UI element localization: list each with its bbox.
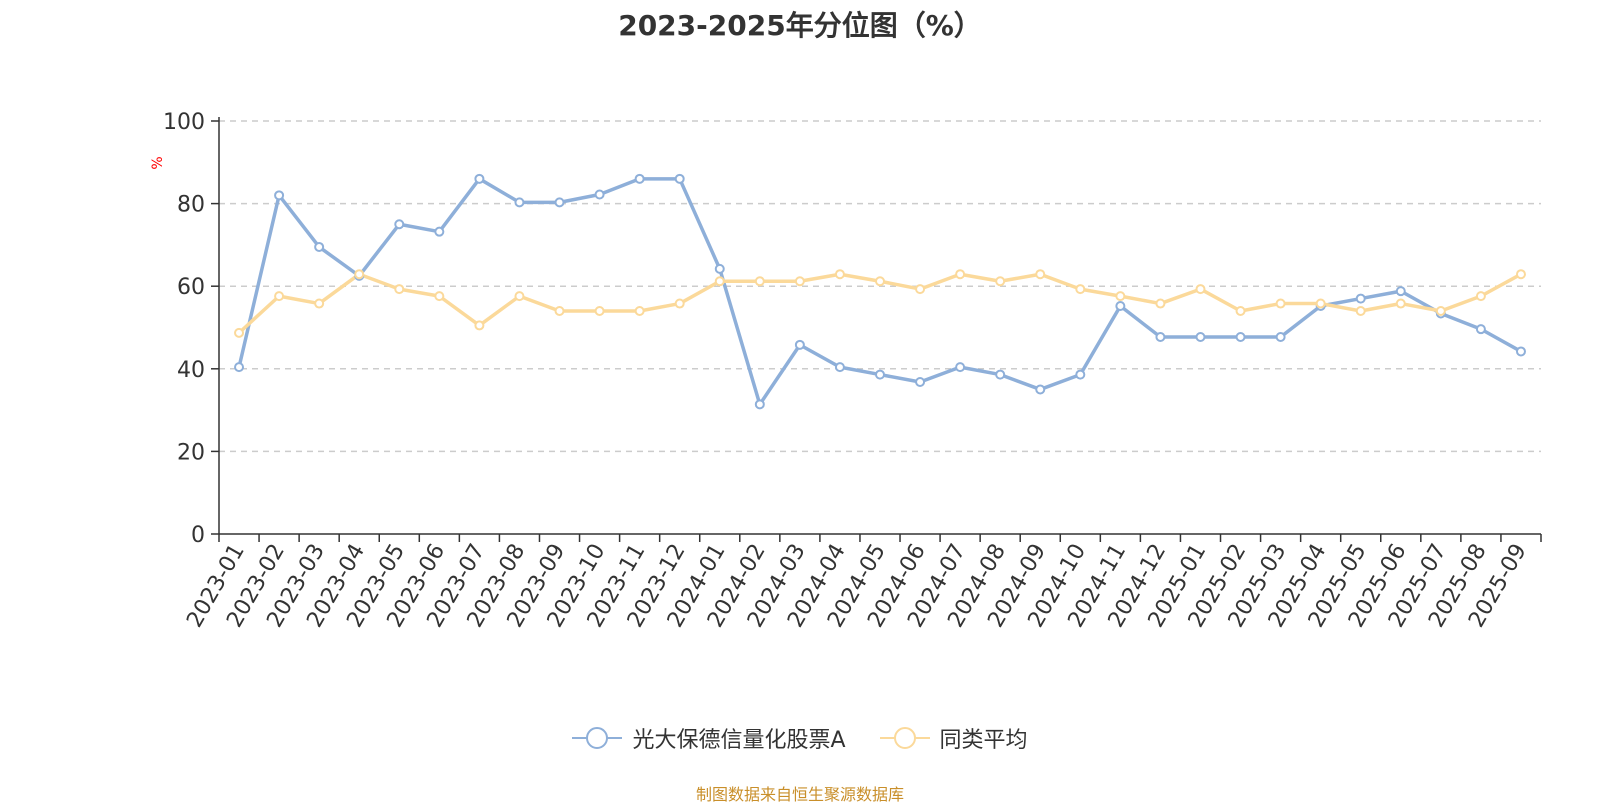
data-point-series-1: [554, 305, 565, 316]
data-point-series-0: [995, 369, 1006, 380]
data-source-note: 制图数据来自恒生聚源数据库: [695, 785, 904, 804]
data-point-series-0: [714, 263, 725, 274]
data-point-series-0: [1515, 346, 1526, 357]
data-point-series-1: [875, 276, 885, 287]
y-tick-label: 100: [163, 110, 205, 135]
y-tick-label: 40: [177, 358, 205, 383]
legend-label-fund: 光大保德信量化股票A: [632, 728, 846, 753]
data-point-series-0: [1475, 324, 1486, 335]
data-point-series-0: [834, 362, 845, 373]
data-point-series-1: [714, 276, 725, 287]
data-point-series-1: [915, 284, 926, 295]
legend: 光大保德信量化股票A 同类平均: [0, 722, 1600, 754]
data-point-series-1: [274, 291, 285, 302]
data-point-series-1: [1115, 291, 1126, 302]
data-point-series-1: [1515, 269, 1526, 280]
data-point-series-1: [674, 298, 685, 309]
legend-marker-peer-average: [879, 727, 930, 749]
data-point-series-0: [1075, 369, 1086, 380]
data-point-series-0: [594, 189, 605, 200]
data-point-series-0: [1195, 331, 1206, 342]
data-point-series-1: [514, 291, 525, 302]
data-point-series-1: [1315, 298, 1326, 309]
data-point-series-0: [1115, 301, 1126, 312]
y-tick-label: 60: [177, 275, 205, 300]
data-point-series-0: [754, 399, 765, 410]
data-point-series-0: [234, 362, 245, 373]
data-point-series-1: [1475, 291, 1486, 302]
data-point-series-1: [995, 276, 1006, 287]
data-point-series-0: [794, 339, 805, 350]
y-tick-label: 0: [191, 523, 205, 548]
data-point-series-1: [634, 305, 645, 316]
legend-item-fund[interactable]: 光大保德信量化股票A: [572, 722, 846, 754]
data-point-series-1: [1275, 298, 1286, 309]
data-point-series-1: [434, 291, 445, 302]
data-point-series-0: [915, 377, 926, 388]
data-point-series-1: [394, 284, 405, 295]
data-point-series-1: [354, 269, 365, 280]
data-point-series-0: [394, 219, 405, 230]
data-point-series-0: [1235, 331, 1246, 342]
data-point-series-0: [634, 173, 645, 184]
y-tick-label: 80: [177, 193, 205, 218]
data-point-series-1: [1395, 298, 1406, 309]
data-point-series-1: [234, 327, 245, 338]
data-point-series-1: [754, 276, 765, 287]
data-point-series-0: [1275, 331, 1286, 342]
data-point-series-0: [514, 197, 525, 208]
data-point-series-0: [554, 197, 565, 208]
data-point-series-0: [1035, 384, 1046, 395]
data-point-series-0: [1355, 293, 1366, 304]
data-point-series-1: [955, 269, 966, 280]
y-axis-label: %: [150, 156, 166, 169]
data-point-series-1: [1355, 305, 1366, 316]
data-point-series-1: [834, 269, 845, 280]
data-point-series-1: [474, 320, 485, 331]
data-point-series-1: [314, 298, 325, 309]
chart-title: 2023-2025年分位图（%）: [618, 9, 982, 42]
data-point-series-0: [1395, 286, 1406, 297]
data-point-series-0: [875, 369, 885, 380]
legend-marker-fund: [572, 727, 623, 749]
data-point-series-1: [1035, 269, 1046, 280]
data-point-series-1: [1075, 284, 1086, 295]
data-point-series-1: [794, 276, 805, 287]
data-point-series-0: [274, 190, 285, 201]
data-point-series-1: [594, 305, 605, 316]
data-point-series-0: [314, 241, 325, 252]
data-point-series-0: [434, 226, 445, 237]
data-point-series-0: [474, 173, 485, 184]
data-point-series-1: [1195, 284, 1206, 295]
data-point-series-0: [955, 362, 966, 373]
legend-item-peer-average[interactable]: 同类平均: [879, 722, 1028, 754]
data-point-series-1: [1235, 305, 1246, 316]
data-point-series-1: [1155, 298, 1166, 309]
data-point-series-1: [1435, 305, 1446, 316]
y-tick-label: 20: [177, 440, 205, 465]
legend-label-peer-average: 同类平均: [939, 728, 1028, 753]
data-point-series-0: [674, 173, 685, 184]
data-point-series-0: [1155, 331, 1166, 342]
